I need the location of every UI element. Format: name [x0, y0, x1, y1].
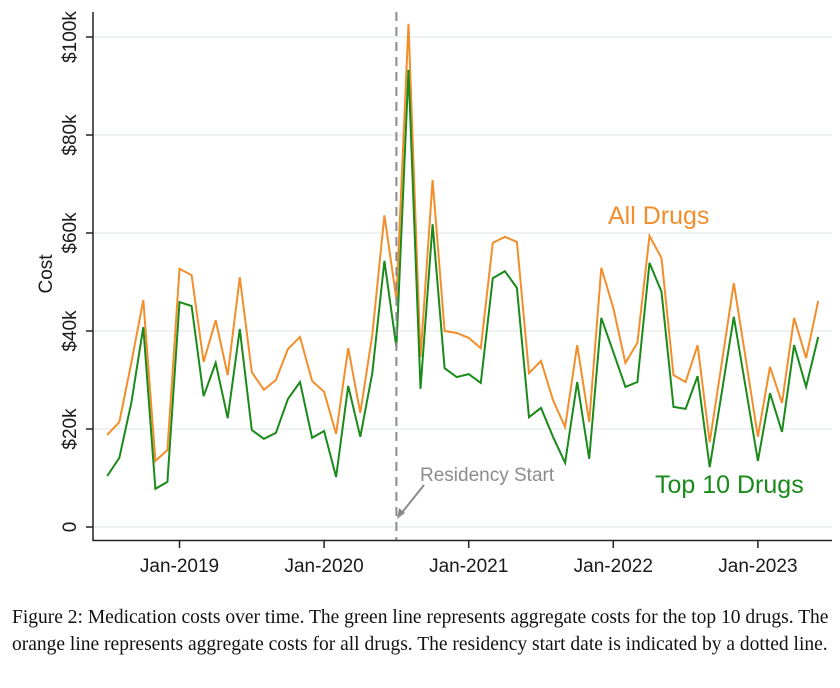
y-tick-label: $60k	[60, 212, 81, 254]
x-tick-label: Jan-2022	[574, 556, 653, 577]
series-line-all-drugs	[106, 23, 820, 464]
top10-drugs-label: Top 10 Drugs	[655, 471, 804, 499]
residency-arrow-head-icon	[397, 508, 405, 519]
figure-caption: Figure 2: Medication costs over time. Th…	[12, 607, 829, 655]
x-axis-ticks: Jan-2019 Jan-2020 Jan-2021 Jan-2022 Jan-2023	[140, 541, 798, 577]
x-tick-label: Jan-2021	[429, 556, 508, 577]
residency-arrow-shaft	[399, 484, 425, 516]
y-axis-ticks: 0 $20k $40k $60k $80k $100k	[60, 11, 93, 533]
gridlines	[94, 36, 832, 528]
chart: 0$20k$40k$60k$80k$100k Jan-2019 Jan-2020 J…	[36, 11, 832, 577]
residency-start-label: Residency Start	[420, 465, 555, 486]
y-axis-title: Cost	[36, 254, 57, 294]
y-tick-label: $100k	[60, 11, 81, 63]
y-tick-label: 0	[60, 522, 81, 533]
y-tick-label: $40k	[60, 310, 81, 352]
x-tick-label: Jan-2023	[718, 556, 797, 577]
x-tick-label: Jan-2019	[140, 556, 219, 577]
series-lines	[106, 23, 820, 491]
all-drugs-label: All Drugs	[608, 202, 709, 230]
series-line-top-10-drugs	[106, 69, 820, 491]
y-tick-label: $20k	[60, 408, 81, 450]
x-tick-label: Jan-2020	[284, 556, 363, 577]
y-tick-label: $80k	[60, 114, 81, 156]
